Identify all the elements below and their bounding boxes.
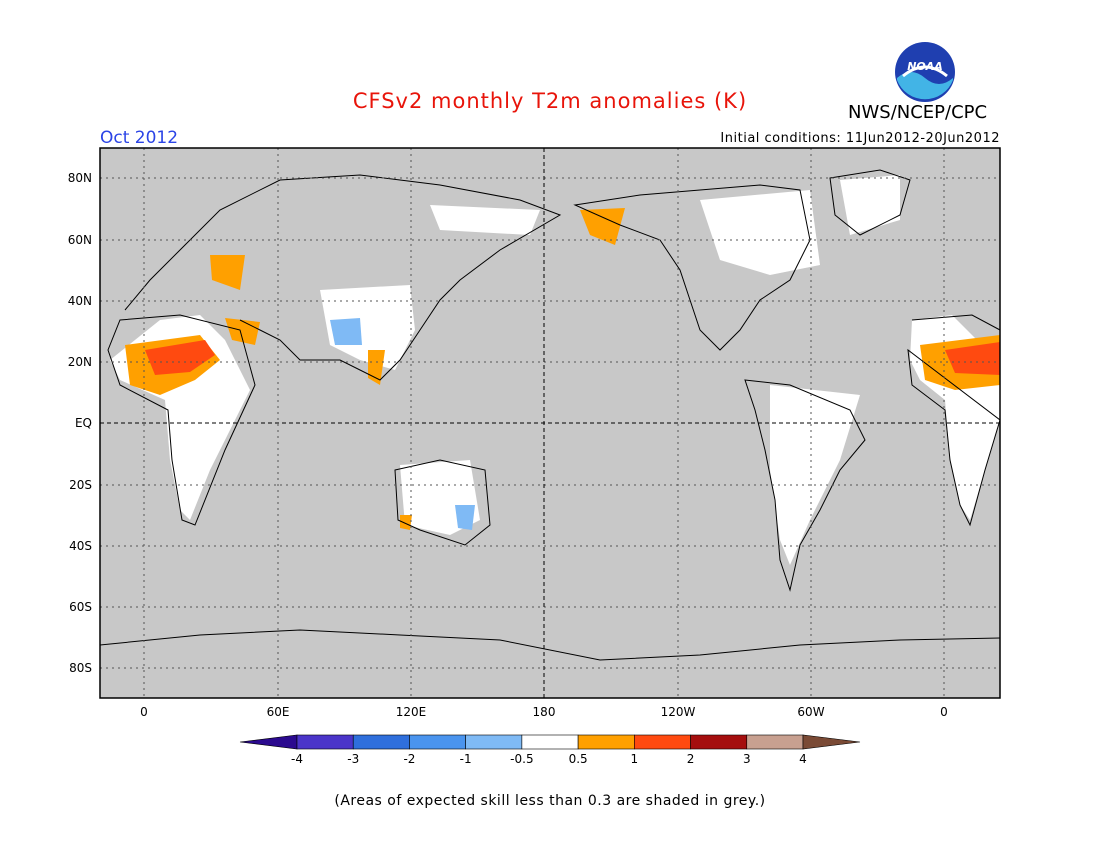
- africa-coast-wrap: [907, 314, 1001, 527]
- lon-label: 120E: [396, 705, 427, 719]
- australia-coast: [394, 459, 491, 546]
- tibet-cool: [330, 318, 362, 345]
- colorbar-tick-label: 1: [631, 752, 639, 766]
- colorbar-tick-label: -2: [403, 752, 415, 766]
- lon-label: 0: [940, 705, 948, 719]
- colorbar-tick-label: -3: [347, 752, 359, 766]
- colorbar-arrow-low: [239, 734, 298, 750]
- anomaly-layer: [110, 175, 1000, 565]
- colorbar-tick-label: -1: [460, 752, 472, 766]
- asia-skill-land: [320, 285, 415, 370]
- map-title: CFSv2 monthly T2m anomalies (K): [352, 89, 748, 113]
- colorbar-swatch: [465, 734, 523, 750]
- colorbar-swatch: [409, 734, 466, 750]
- colorbar-tick-label: 2: [687, 752, 695, 766]
- lat-label: 60S: [69, 600, 92, 614]
- colorbar-tick-label: 4: [799, 752, 807, 766]
- lat-label: 20N: [68, 355, 92, 369]
- longitude-labels: 0 60E 120E 180 120W 60W 0: [140, 705, 948, 719]
- agency-label: NWS/NCEP/CPC: [848, 102, 988, 123]
- colorbar: [239, 734, 861, 750]
- greenland-coast: [829, 169, 911, 236]
- lat-label: 80N: [68, 171, 92, 185]
- europe-warm: [210, 255, 245, 290]
- south-america-land: [770, 385, 860, 565]
- australia-cool: [455, 505, 475, 530]
- lat-label: 80S: [69, 661, 92, 675]
- lon-label: 0: [140, 705, 148, 719]
- colorbar-swatch: [352, 734, 410, 750]
- initial-conditions: Initial conditions: 11Jun2012-20Jun2012: [720, 131, 1000, 146]
- lat-label: EQ: [75, 416, 92, 430]
- colorbar-swatch: [690, 734, 748, 750]
- antarctica-coast: [99, 629, 1001, 661]
- south-america-coast: [744, 379, 866, 592]
- forecast-month: Oct 2012: [100, 128, 179, 148]
- siberia-land: [430, 205, 540, 235]
- noaa-logo-text: NOAA: [907, 60, 943, 73]
- lat-label: 40N: [68, 294, 92, 308]
- lon-label: 60W: [797, 705, 824, 719]
- lat-label: 40S: [69, 539, 92, 553]
- colorbar-swatch: [746, 734, 804, 750]
- colorbar-swatch: [577, 734, 635, 750]
- map-frame: [99, 147, 1001, 699]
- colorbar-swatch: [296, 734, 354, 750]
- noaa-logo: NOAA: [895, 42, 955, 102]
- colorbar-tick-label: -0.5: [510, 752, 533, 766]
- eurasia-coast: [124, 174, 562, 381]
- colorbar-tick-label: 0.5: [569, 752, 588, 766]
- sahara-hot: [145, 340, 215, 375]
- arabia-warm: [225, 318, 260, 345]
- lon-label: 60E: [267, 705, 290, 719]
- colorbar-swatch: [634, 734, 691, 750]
- colorbar-swatch: [521, 734, 579, 750]
- colorbar-tick-label: 3: [743, 752, 751, 766]
- australia-warm: [400, 515, 412, 530]
- lon-label: 180: [533, 705, 556, 719]
- colorbar-labels: -4 -3 -2 -1 -0.5 0.5 1 2 3 4: [291, 752, 807, 766]
- sahara-hot-wrap: [945, 342, 1000, 375]
- latitude-labels: 80N 60N 40N 20N EQ 20S 40S 60S 80S: [68, 171, 92, 675]
- graticule: [100, 148, 1000, 698]
- colorbar-arrow-high: [802, 734, 861, 750]
- colorbar-tick-label: -4: [291, 752, 303, 766]
- lon-label: 120W: [661, 705, 696, 719]
- africa-coast: [107, 314, 256, 526]
- north-america-coast: [573, 184, 811, 351]
- north-america-land: [700, 190, 820, 275]
- alaska-warm: [580, 208, 625, 245]
- greenland-land: [840, 175, 900, 235]
- skill-footnote: (Areas of expected skill less than 0.3 a…: [334, 793, 766, 809]
- coastlines: [99, 169, 1001, 661]
- lat-label: 60N: [68, 233, 92, 247]
- lat-label: 20S: [69, 478, 92, 492]
